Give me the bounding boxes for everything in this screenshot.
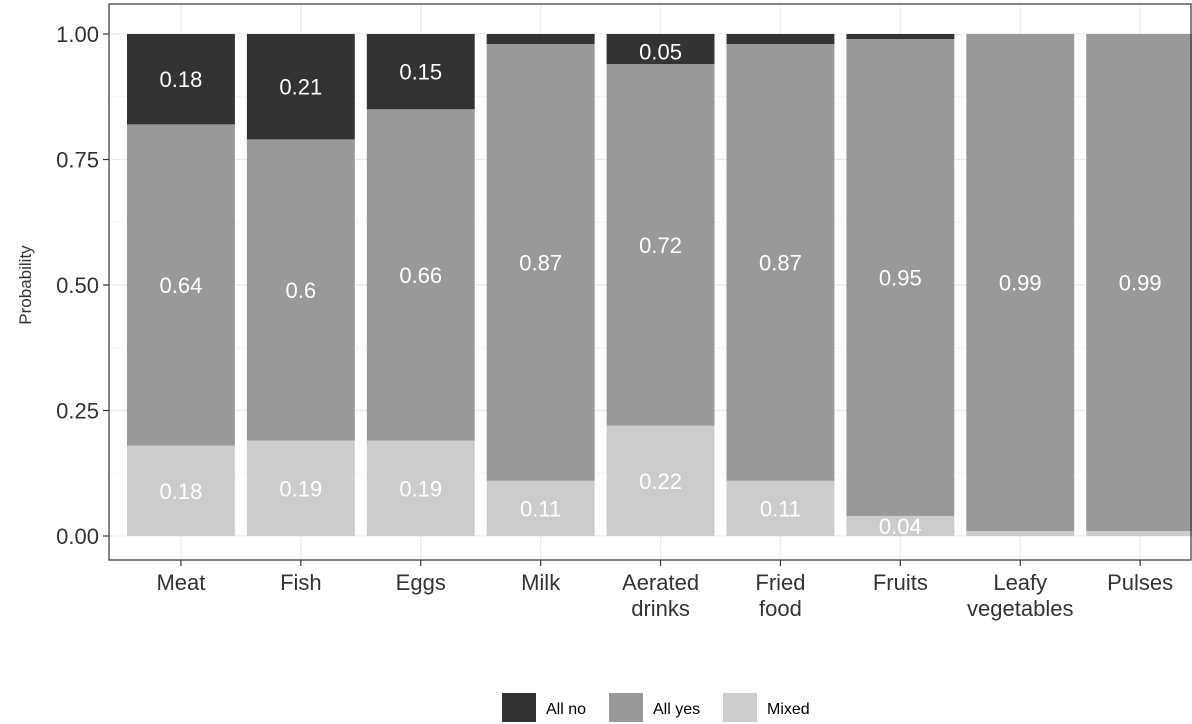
- bar-segment-all-yes: [846, 39, 955, 516]
- x-tick-label-line: Aerated: [622, 570, 699, 595]
- bar-value-label: 0.21: [279, 75, 322, 100]
- legend-key-all-no: [502, 693, 536, 722]
- panel-border: [108, 3, 1192, 561]
- y-axis: 0.00 0.25 0.50 0.75 1.00: [56, 22, 109, 549]
- y-tick-label: 0.50: [56, 273, 99, 298]
- bar-segment-mixed: [246, 440, 355, 536]
- y-axis-title: Probability: [16, 245, 35, 325]
- bar-value-label: 0.72: [639, 233, 682, 258]
- bar-value-label: 0.04: [879, 514, 922, 539]
- x-tick-label-line: Meat: [156, 570, 205, 595]
- x-tick-label: Fruits: [873, 570, 928, 595]
- y-tick-label: 0.00: [56, 524, 99, 549]
- bar-segment-mixed: [1086, 530, 1192, 536]
- bar-value-label: 0.18: [160, 479, 203, 504]
- x-tick-label: Fish: [280, 570, 322, 595]
- x-tick-label: Eggs: [396, 570, 446, 595]
- x-tick-label-line: Leafy: [993, 570, 1047, 595]
- legend-label: Mixed: [767, 701, 810, 718]
- bar-value-label: 0.22: [639, 469, 682, 494]
- bar-value-label: 0.66: [399, 263, 442, 288]
- bar-segment-mixed: [127, 445, 235, 536]
- x-tick-label-line: Eggs: [396, 570, 446, 595]
- bar-value-label: 0.11: [520, 496, 561, 521]
- bar-value-label: 0.11: [760, 496, 801, 521]
- bars-group: 0.18 0.64 0.18 0.19 0.6 0.21 0.19 0.66 0.15 0.11 0…: [127, 34, 1192, 539]
- bar-value-label: 0.6: [286, 278, 317, 303]
- bar-segment-all-yes: [127, 124, 235, 446]
- legend-key-all-yes: [609, 693, 643, 722]
- bar-value-label: 0.18: [160, 67, 203, 92]
- bar-segment-all-yes: [966, 34, 1075, 531]
- x-tick-label-line: Pulses: [1107, 570, 1173, 595]
- bar-value-label: 0.87: [759, 250, 802, 275]
- bar-segment-all-no: [127, 34, 235, 125]
- bar-segment-all-no: [366, 34, 475, 110]
- bar-segment-all-yes: [366, 109, 475, 441]
- x-tick-label: Meat: [156, 570, 205, 595]
- bar-segment-mixed: [846, 515, 955, 536]
- bar-value-label: 0.64: [160, 273, 203, 298]
- legend-label: All no: [546, 701, 586, 718]
- x-tick-label-line: Fish: [280, 570, 322, 595]
- bar-segment-all-yes: [486, 44, 595, 481]
- legend-key-mixed: [723, 693, 757, 722]
- bar-segment-all-yes: [606, 64, 715, 426]
- legend: All no All yes Mixed: [502, 693, 810, 722]
- x-tick-label: Pulses: [1107, 570, 1173, 595]
- x-tick-label: Leafy vegetables: [967, 570, 1073, 621]
- bar-segment-mixed: [606, 425, 715, 536]
- bar-segment-mixed: [486, 480, 595, 536]
- bar-value-label: 0.99: [1119, 270, 1162, 295]
- bar-value-label: 0.19: [399, 476, 442, 501]
- bar-segment-mixed: [366, 440, 475, 536]
- legend-label: All yes: [653, 701, 700, 718]
- y-tick-label: 1.00: [56, 22, 99, 47]
- bar-segment-mixed: [966, 530, 1075, 536]
- y-tick-label: 0.75: [56, 148, 99, 173]
- bar-segment-all-yes: [246, 139, 355, 441]
- x-tick-label: Milk: [521, 570, 561, 595]
- x-tick-label-line: food: [759, 596, 802, 621]
- bar-value-label: 0.05: [639, 40, 682, 65]
- bar-value-label: 0.99: [999, 270, 1042, 295]
- bar-value-label: 0.15: [399, 60, 442, 85]
- bar-value-label: 0.87: [519, 250, 562, 275]
- x-tick-label-line: drinks: [631, 596, 690, 621]
- bar-segment-all-yes: [726, 44, 835, 481]
- x-tick-label-line: Milk: [521, 570, 561, 595]
- x-tick-label-line: vegetables: [967, 596, 1073, 621]
- bar-segment-all-no: [486, 34, 595, 45]
- x-tick-label-line: Fried: [755, 570, 805, 595]
- x-tick-label: Aerated drinks: [622, 570, 699, 621]
- x-tick-label-line: Fruits: [873, 570, 928, 595]
- bar-value-label: 0.19: [279, 476, 322, 501]
- bar-segment-all-no: [846, 34, 955, 40]
- bar-value-label: 0.95: [879, 265, 922, 290]
- bar-segment-all-no: [726, 34, 835, 45]
- bar-segment-mixed: [726, 480, 835, 536]
- bar-segment-all-yes: [1086, 34, 1192, 531]
- bar-segment-all-no: [246, 34, 355, 140]
- y-tick-label: 0.25: [56, 399, 99, 424]
- bar-segment-all-no: [606, 34, 715, 65]
- x-tick-label: Fried food: [755, 570, 805, 621]
